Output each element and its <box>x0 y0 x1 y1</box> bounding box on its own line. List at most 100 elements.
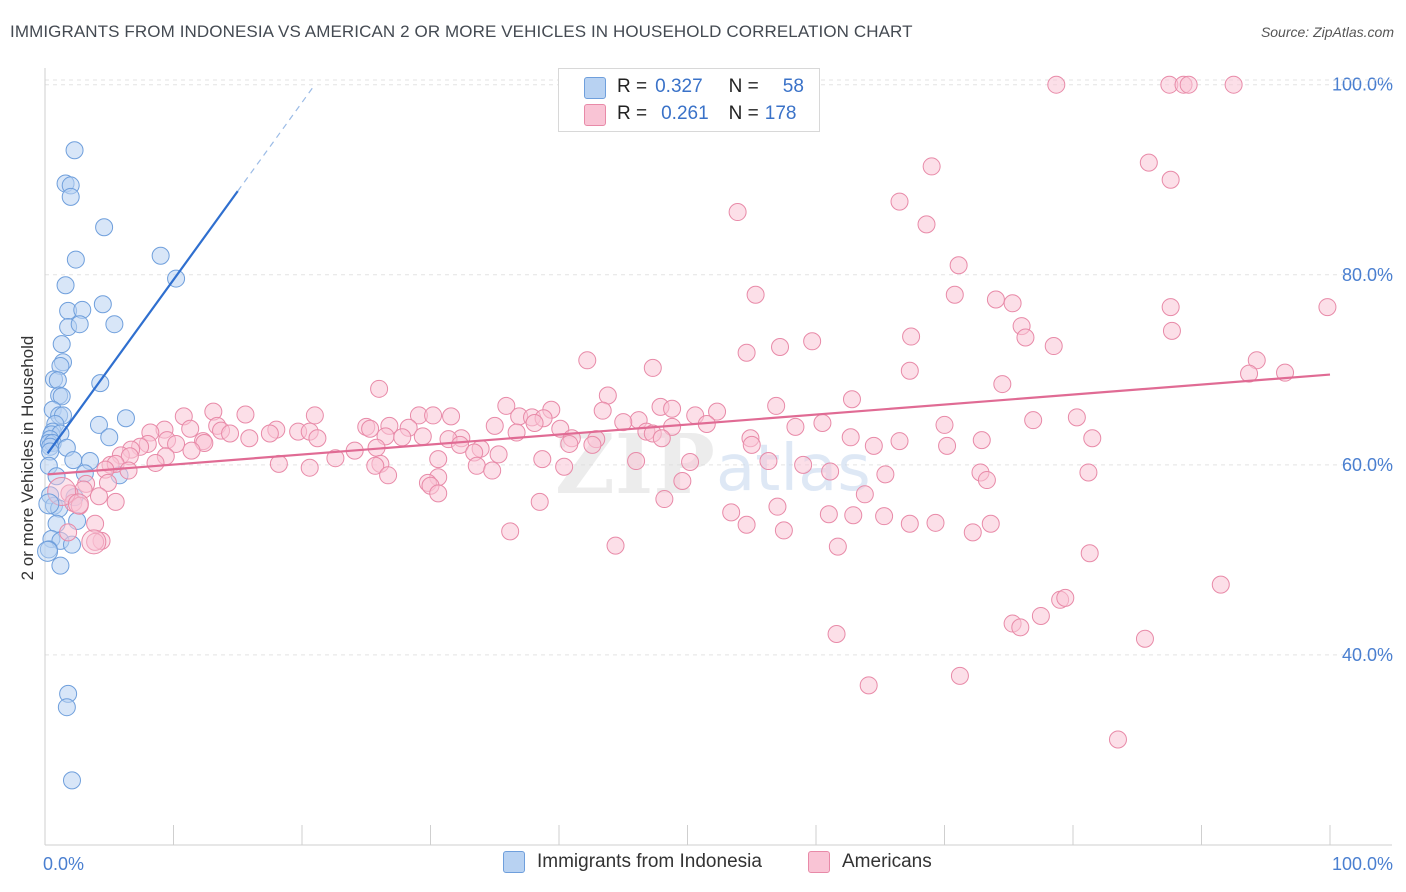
indonesia-point <box>116 409 135 428</box>
americans-point <box>1162 321 1181 340</box>
americans-point <box>1083 429 1102 448</box>
americans-point <box>963 523 982 542</box>
indonesia-point <box>61 187 80 206</box>
bottom-legend: Immigrants from Indonesia Americans <box>0 851 1406 877</box>
americans-point <box>1047 75 1066 94</box>
americans-point <box>1024 411 1043 430</box>
indonesia-point <box>89 415 108 434</box>
americans-point <box>673 472 692 491</box>
indonesia-point <box>52 387 71 406</box>
indonesia-point <box>57 698 76 717</box>
americans-point <box>1161 298 1180 317</box>
americans-point <box>728 203 747 222</box>
americans-point <box>945 285 964 304</box>
americans-point <box>627 452 646 471</box>
legend-row-americans: R = 0.261 N = 178 <box>584 102 797 126</box>
americans-point <box>900 514 919 533</box>
americans-point <box>1016 328 1035 347</box>
indonesia-point <box>52 335 71 354</box>
americans-point <box>972 431 991 450</box>
americans-point <box>842 390 861 409</box>
americans-point <box>119 461 138 480</box>
legend-n-value: 178 <box>764 103 797 124</box>
indonesia-point <box>65 141 84 160</box>
americans-point <box>497 396 516 415</box>
legend-swatch-indonesia <box>584 77 606 99</box>
bottom-legend-label: Immigrants from Indonesia <box>537 851 762 872</box>
americans-point <box>1318 298 1337 317</box>
americans-point <box>828 537 847 556</box>
americans-point <box>1031 606 1050 625</box>
legend-r-label: R = <box>617 76 648 97</box>
indonesia-point <box>66 250 85 269</box>
bottom-legend-swatch-indonesia <box>503 851 525 873</box>
y-tick-label: 60.0% <box>1342 455 1393 475</box>
americans-point <box>737 343 756 362</box>
americans-point <box>827 625 846 644</box>
indonesia-point <box>151 246 170 265</box>
americans-point <box>606 536 625 555</box>
americans-point <box>305 406 324 425</box>
americans-point <box>593 401 612 420</box>
americans-point <box>485 416 504 435</box>
americans-point <box>737 515 756 534</box>
indonesia-point <box>70 315 89 334</box>
americans-point <box>902 327 921 346</box>
americans-point <box>742 435 761 454</box>
americans-point <box>429 484 448 503</box>
indonesia-point <box>95 218 114 237</box>
americans-point <box>260 424 279 443</box>
americans-point <box>768 497 787 516</box>
americans-point <box>429 450 448 469</box>
bottom-legend-swatch-americans <box>808 851 830 873</box>
y-tick-label: 80.0% <box>1342 265 1393 285</box>
x-tick-label: 0.0% <box>43 854 84 874</box>
bottom-legend-americans[interactable]: Americans <box>808 851 932 873</box>
americans-point <box>300 458 319 477</box>
americans-point <box>361 419 380 438</box>
americans-point <box>308 429 327 448</box>
americans-point <box>821 462 840 481</box>
indonesia-trend-extension <box>237 84 316 192</box>
americans-point <box>501 522 520 541</box>
americans-point <box>922 157 941 176</box>
americans-point <box>106 492 125 511</box>
americans-point <box>442 407 461 426</box>
americans-point <box>560 434 579 453</box>
indonesia-point <box>56 276 75 295</box>
americans-point <box>551 419 570 438</box>
americans-point <box>366 456 385 475</box>
americans-point <box>1003 294 1022 313</box>
americans-point <box>1240 364 1259 383</box>
americans-point <box>981 514 1000 533</box>
americans-point <box>47 476 77 506</box>
americans-point <box>864 436 883 455</box>
americans-point <box>771 338 790 356</box>
americans-point <box>424 406 443 425</box>
bottom-legend-indonesia[interactable]: Immigrants from Indonesia <box>503 851 762 873</box>
americans-point <box>393 428 412 447</box>
americans-point <box>86 514 105 533</box>
indonesia-point <box>62 771 81 790</box>
americans-point <box>938 436 957 455</box>
americans-point <box>950 666 969 685</box>
americans-point <box>598 386 617 405</box>
americans-point <box>786 417 805 436</box>
x-tick-label: 100.0% <box>1332 854 1393 874</box>
americans-point <box>240 429 259 448</box>
americans-point <box>1044 337 1063 356</box>
americans-point <box>236 405 255 424</box>
americans-point <box>794 455 813 474</box>
legend-n-label: N = <box>728 76 759 97</box>
americans-point <box>525 414 544 433</box>
americans-point <box>1108 730 1127 749</box>
americans-point <box>774 521 793 540</box>
legend-swatch-americans <box>584 104 606 126</box>
americans-point <box>555 457 574 476</box>
americans-point <box>759 452 778 471</box>
americans-point <box>1079 463 1098 482</box>
americans-trend-line <box>47 373 1331 476</box>
americans-point <box>841 428 860 447</box>
americans-point <box>578 351 597 370</box>
